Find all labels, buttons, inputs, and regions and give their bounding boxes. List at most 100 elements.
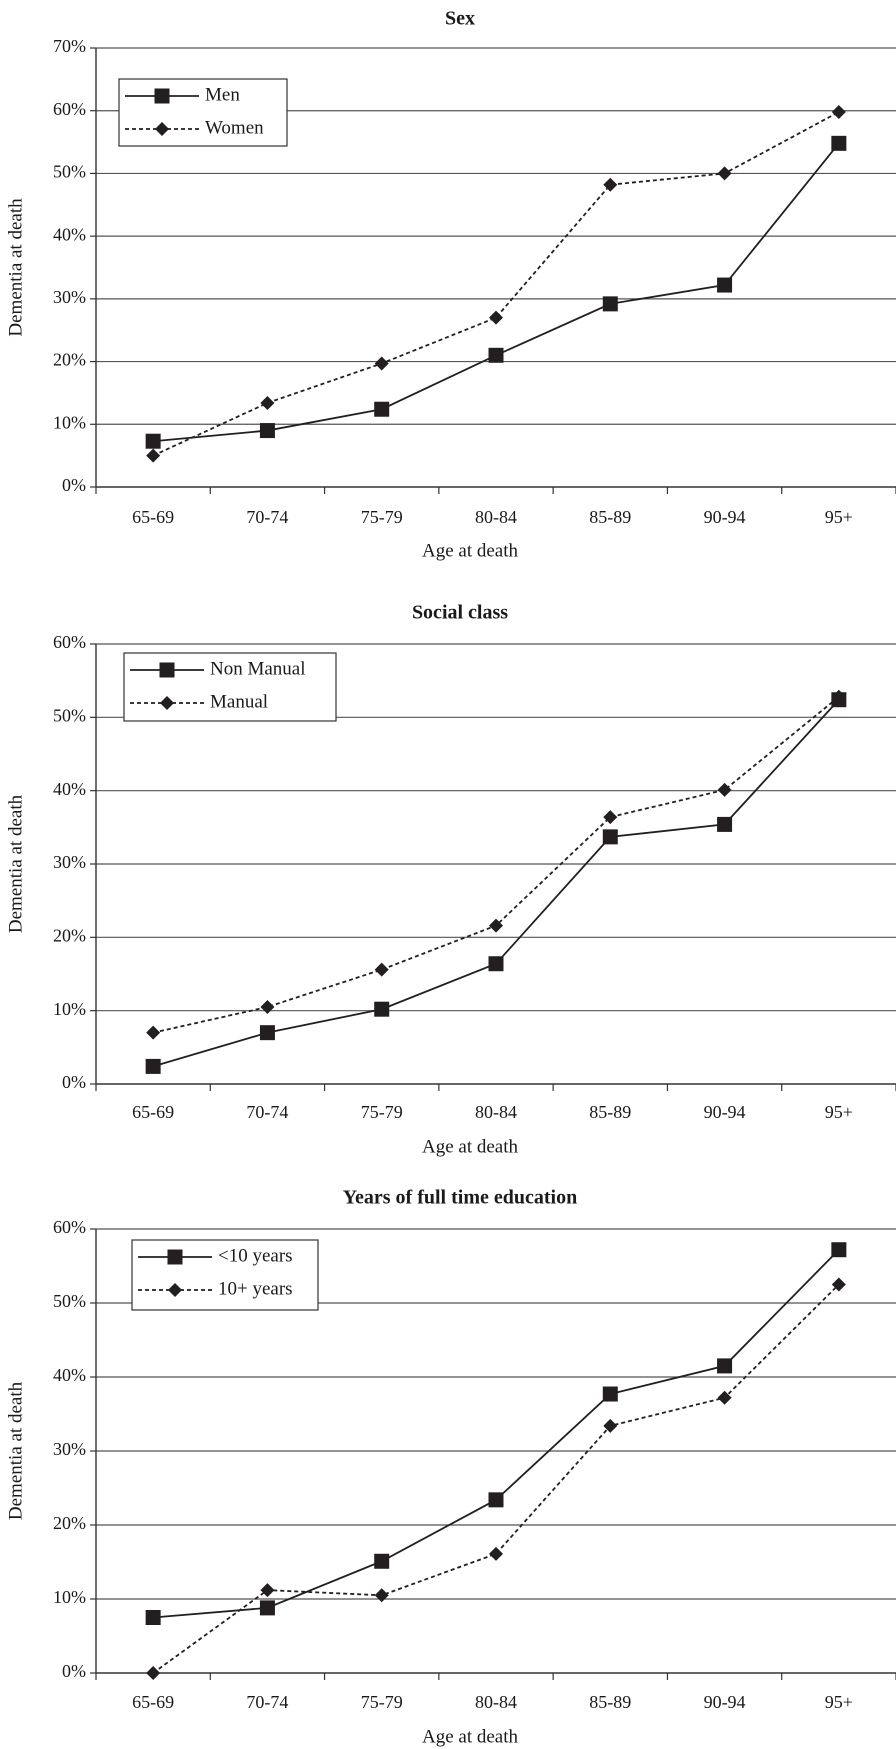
- data-point: [717, 277, 733, 293]
- data-point: [374, 1588, 389, 1603]
- series-line: [152, 111, 840, 457]
- data-point: [717, 816, 733, 832]
- series-2: [146, 689, 846, 1040]
- x-tick-label: 95+: [825, 1692, 853, 1712]
- y-tick-label: 60%: [53, 632, 86, 652]
- y-tick-label: 10%: [53, 999, 86, 1019]
- x-tick-label: 75-79: [361, 507, 403, 527]
- x-tick-label: 80-84: [475, 507, 517, 527]
- data-point: [145, 1610, 161, 1625]
- legend: <10 years 10+ years: [131, 1239, 319, 1311]
- data-point: [489, 918, 503, 933]
- chart-2: Social class 0% 10% 20% 30% 40% 50% 60% 65-69 70-…: [5, 602, 896, 1157]
- series-1: [145, 1242, 847, 1625]
- x-tick-label: 85-89: [589, 1692, 631, 1712]
- data-point: [717, 782, 732, 797]
- data-point: [831, 104, 846, 119]
- data-point: [603, 810, 618, 825]
- chart-3: Years of full time education 0% 10% 20% 30% 4…: [5, 1187, 896, 1747]
- legend: Men Women: [118, 78, 288, 147]
- legend-label: 10+ years: [218, 1278, 293, 1299]
- data-point: [260, 1583, 275, 1598]
- chart-title: Sex: [445, 8, 475, 30]
- data-point: [259, 1600, 275, 1616]
- legend-marker: [159, 662, 175, 678]
- x-tick-label: 90-94: [704, 1102, 746, 1122]
- y-tick-label: 40%: [53, 779, 86, 799]
- series-line: [152, 1283, 840, 1674]
- y-axis-label: Dementia at death: [5, 1381, 26, 1520]
- data-point: [145, 433, 161, 449]
- x-axis-label: Age at death: [422, 1136, 519, 1157]
- data-point: [602, 296, 618, 312]
- y-tick-label: 30%: [53, 1439, 86, 1459]
- x-tick-label: 85-89: [589, 507, 631, 527]
- x-tick-label: 95+: [825, 1102, 853, 1122]
- data-point: [717, 1390, 732, 1405]
- data-point: [831, 689, 846, 704]
- chart-title: Social class: [412, 602, 508, 624]
- y-tick-label: 30%: [53, 852, 86, 872]
- legend-marker: [168, 1283, 182, 1297]
- series-2: [146, 1277, 846, 1680]
- x-tick-label: 70-74: [246, 1692, 288, 1712]
- data-point: [259, 1025, 275, 1041]
- data-point: [374, 962, 389, 977]
- data-point: [260, 395, 275, 410]
- y-tick-label: 50%: [53, 1291, 86, 1311]
- x-tick-label: 75-79: [361, 1102, 403, 1122]
- y-tick-label: 50%: [53, 162, 86, 182]
- x-tick-label: 65-69: [132, 507, 174, 527]
- x-tick-label: 90-94: [704, 1692, 746, 1712]
- data-point: [603, 177, 618, 192]
- series-1: [145, 135, 847, 449]
- x-tick-label: 80-84: [475, 1692, 517, 1712]
- y-tick-label: 10%: [53, 412, 86, 432]
- y-tick-label: 20%: [53, 1513, 86, 1533]
- x-tick-label: 80-84: [475, 1102, 517, 1122]
- data-point: [831, 1242, 847, 1258]
- x-tick-label: 70-74: [246, 1102, 288, 1122]
- series-1: [145, 692, 847, 1074]
- x-tick-label: 70-74: [246, 507, 288, 527]
- data-point: [259, 423, 275, 439]
- series-line: [152, 699, 840, 1068]
- y-tick-label: 20%: [53, 925, 86, 945]
- data-point: [374, 1001, 390, 1017]
- y-tick-label: 10%: [53, 1587, 86, 1607]
- x-tick-label: 65-69: [132, 1102, 174, 1122]
- legend-label: Men: [205, 84, 240, 105]
- y-tick-label: 0%: [62, 1661, 86, 1681]
- x-tick-label: 75-79: [361, 1692, 403, 1712]
- y-axis-label: Dementia at death: [5, 198, 26, 337]
- legend-label: Non Manual: [210, 658, 306, 679]
- y-tick-label: 40%: [53, 224, 86, 244]
- data-point: [488, 347, 504, 363]
- legend-label: <10 years: [218, 1245, 293, 1266]
- x-tick-label: 65-69: [132, 1692, 174, 1712]
- data-point: [489, 310, 503, 325]
- data-point: [488, 1492, 504, 1508]
- y-tick-label: 50%: [53, 705, 86, 725]
- y-tick-label: 20%: [53, 350, 86, 370]
- data-point: [145, 1058, 161, 1074]
- legend-box: [131, 1239, 319, 1311]
- legend-box: [118, 78, 288, 147]
- x-axis-label: Age at death: [422, 540, 519, 561]
- legend-label: Women: [205, 117, 264, 138]
- data-point: [603, 1418, 618, 1433]
- y-tick-label: 60%: [53, 99, 86, 119]
- data-point: [717, 166, 732, 181]
- y-tick-label: 30%: [53, 287, 86, 307]
- y-tick-label: 70%: [53, 36, 86, 56]
- data-point: [717, 1358, 733, 1374]
- y-tick-label: 60%: [53, 1217, 86, 1237]
- legend-marker: [155, 122, 169, 136]
- data-point: [489, 1546, 503, 1561]
- series-line: [152, 696, 840, 1034]
- legend-marker: [154, 88, 170, 104]
- series-2: [146, 104, 846, 463]
- data-point: [374, 1553, 390, 1569]
- data-point: [488, 956, 504, 972]
